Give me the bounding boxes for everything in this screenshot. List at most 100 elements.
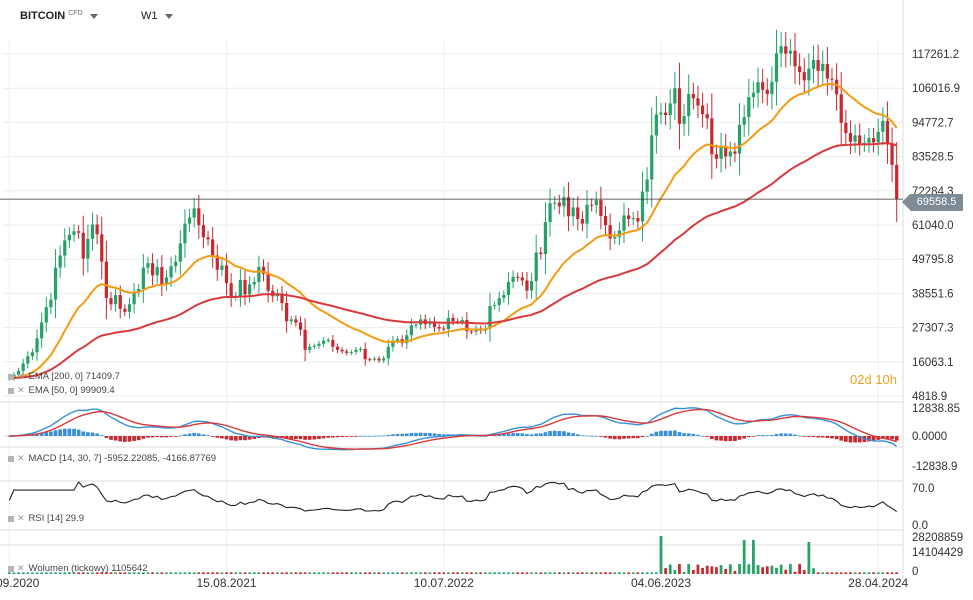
candle-body <box>807 68 811 81</box>
candle-body <box>132 292 136 305</box>
volume-bar <box>470 572 473 574</box>
macd-tick-label: -12838.9 <box>912 461 957 473</box>
macd-histogram-bar <box>441 434 446 436</box>
volume-bar <box>876 572 880 574</box>
volume-bar <box>770 565 774 574</box>
macd-histogram-bar <box>853 436 857 443</box>
volume-bar <box>673 570 677 574</box>
volume-bar <box>206 572 210 574</box>
ema200-legend[interactable]: ✕ EMA [200, 0] 71409.7 <box>8 371 120 382</box>
volume-bar <box>807 542 811 574</box>
candle-body <box>687 94 691 117</box>
macd-histogram-bar <box>885 436 890 439</box>
candle-body <box>100 234 104 262</box>
macd-histogram-bar <box>155 436 160 437</box>
volume-bar <box>738 564 741 574</box>
candle-body <box>386 346 390 359</box>
macd-histogram-bar <box>270 436 275 439</box>
volume-bar <box>641 572 644 574</box>
candle-body <box>95 224 99 235</box>
macd-histogram-bar <box>381 435 386 437</box>
volume-bar <box>835 572 838 574</box>
candle-body <box>160 267 164 285</box>
timeframe-selector[interactable]: W1 <box>141 10 173 22</box>
macd-histogram-bar <box>400 433 405 436</box>
macd-histogram-bar <box>238 436 243 441</box>
candle-body <box>30 352 35 357</box>
volume-bar <box>798 564 802 574</box>
candle-body <box>335 346 340 350</box>
timeframe-label: W1 <box>141 10 158 22</box>
macd-histogram-bar <box>372 435 377 437</box>
settings-icon[interactable] <box>8 565 14 572</box>
volume-bar <box>617 572 621 574</box>
volume-bar <box>49 572 53 574</box>
macd-legend[interactable]: ✕ MACD [14, 30, 7] -5952.22085, -4166.877… <box>8 453 216 464</box>
ema50-legend[interactable]: ✕ EMA [50, 0] 99909.4 <box>8 385 115 396</box>
close-icon[interactable]: ✕ <box>17 385 25 395</box>
macd-histogram-bar <box>640 436 645 437</box>
candle-body <box>673 88 677 104</box>
volume-bar <box>530 572 533 574</box>
macd-histogram-bar <box>391 434 395 436</box>
volume-bar <box>104 572 108 574</box>
volume-bar <box>886 572 889 574</box>
close-icon[interactable]: ✕ <box>17 513 25 523</box>
volume-bar <box>326 572 330 574</box>
macd-histogram-bar <box>321 436 326 439</box>
candle-body <box>594 200 598 206</box>
candle-body <box>137 288 141 293</box>
close-icon[interactable]: ✕ <box>17 563 25 573</box>
close-icon[interactable]: ✕ <box>17 371 25 381</box>
volume-bar <box>197 572 201 574</box>
settings-icon[interactable] <box>8 373 14 380</box>
close-icon[interactable]: ✕ <box>17 453 25 463</box>
chevron-down-icon[interactable] <box>89 13 98 19</box>
countdown-days-unit: d <box>864 372 872 387</box>
candle-body <box>248 284 252 295</box>
chevron-down-icon[interactable] <box>164 13 173 19</box>
rsi-legend[interactable]: ✕ RSI [14] 29.9 <box>8 513 84 524</box>
symbol-selector[interactable]: BITCOIN CFD <box>20 10 98 22</box>
settings-icon[interactable] <box>8 387 14 394</box>
candle-body <box>682 116 686 124</box>
volume-bar <box>340 572 344 574</box>
macd-histogram-bar <box>871 436 876 441</box>
volume-bar <box>257 572 261 574</box>
candle-body <box>432 321 437 328</box>
candle-body <box>178 243 182 262</box>
candle-body <box>636 218 640 222</box>
volume-bar <box>174 572 178 574</box>
candle-body <box>654 114 658 136</box>
macd-histogram-bar <box>700 435 705 437</box>
candle-body <box>705 114 709 119</box>
candle-body <box>765 89 769 95</box>
volume-bar <box>7 572 11 574</box>
settings-icon[interactable] <box>8 515 14 522</box>
macd-histogram-bar <box>501 433 506 436</box>
volume-bar <box>396 572 399 574</box>
volume-bar <box>849 572 852 574</box>
volume-bar <box>368 572 372 574</box>
settings-icon[interactable] <box>8 455 14 462</box>
volume-legend[interactable]: ✕ Wolumen (tickowy) 1105642 <box>8 563 148 574</box>
macd-histogram-bar <box>196 433 201 436</box>
macd-histogram-bar <box>428 433 432 436</box>
candle-body <box>871 138 876 143</box>
macd-histogram-bar <box>529 434 534 436</box>
macd-histogram-bar <box>224 436 229 440</box>
candle-body <box>543 222 548 255</box>
candle-body <box>710 118 714 155</box>
candle-body <box>442 328 446 330</box>
macd-histogram-bar <box>575 434 580 436</box>
macd-histogram-bar <box>354 436 358 437</box>
candle-body <box>858 135 862 144</box>
macd-histogram-bar <box>608 436 612 439</box>
macd-histogram-bar <box>742 436 747 439</box>
volume-bar <box>553 572 557 574</box>
macd-histogram-bar <box>363 435 368 437</box>
candle-body <box>377 358 381 361</box>
volume-bar <box>608 572 612 574</box>
volume-bar <box>423 572 427 574</box>
